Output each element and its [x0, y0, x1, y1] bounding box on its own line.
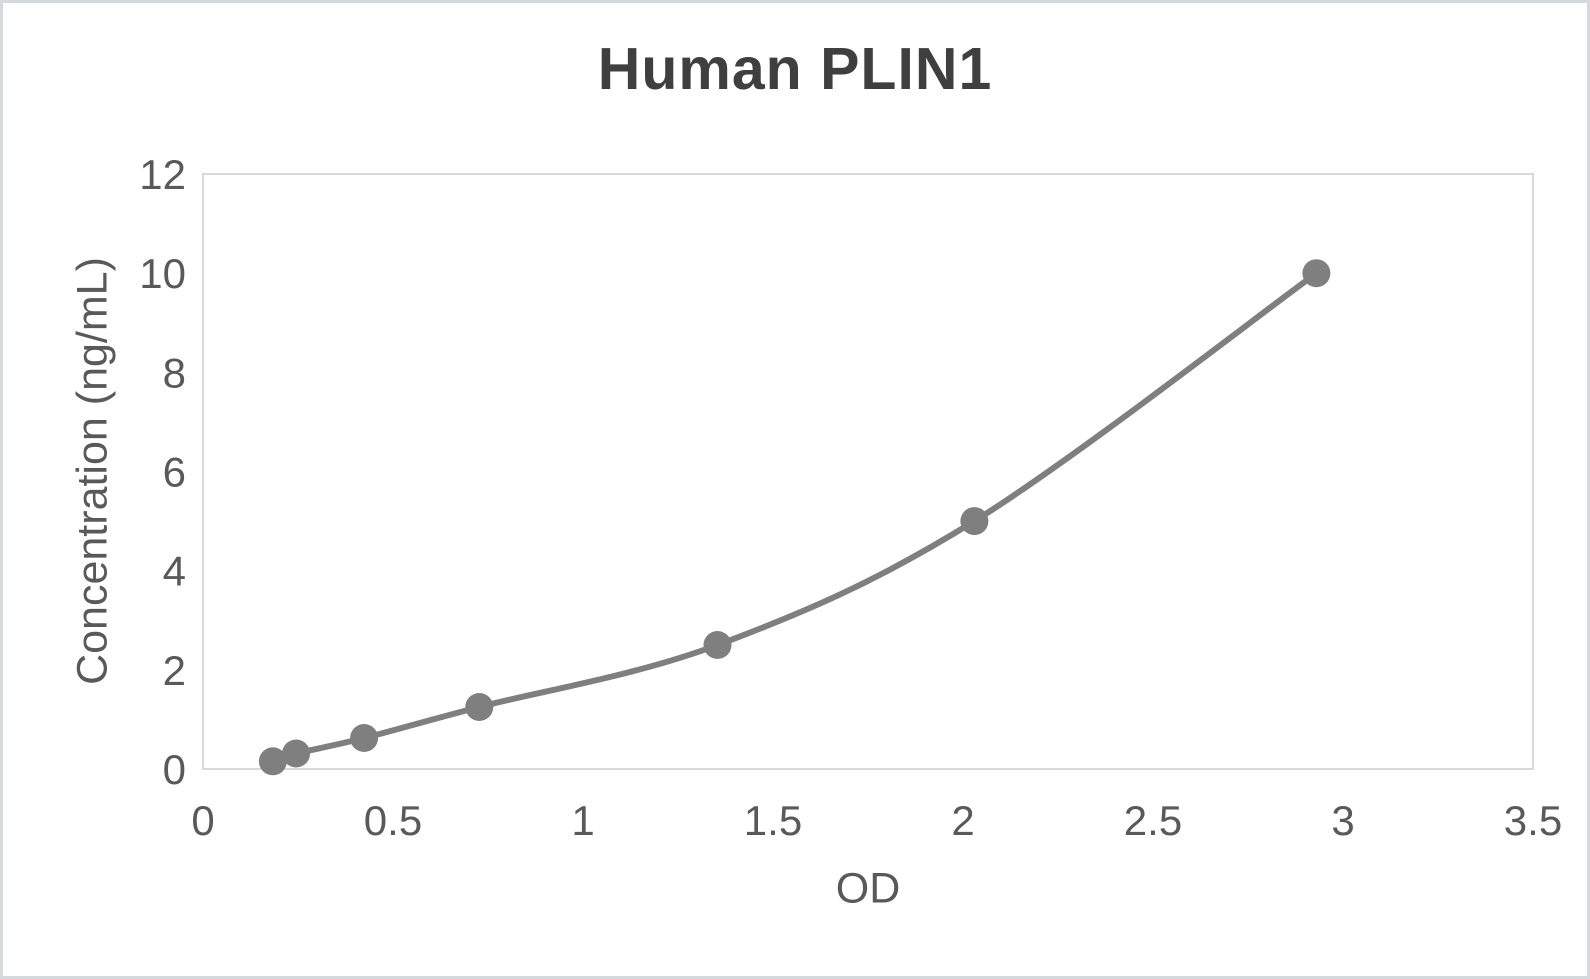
- data-point: [282, 739, 311, 768]
- y-tick-label: 0: [163, 746, 186, 793]
- y-tick-label: 6: [163, 449, 186, 496]
- data-point: [258, 747, 287, 776]
- x-tick-label: 1.5: [744, 797, 802, 844]
- x-tick-label: 2: [951, 797, 974, 844]
- x-tick-label: 1: [571, 797, 594, 844]
- x-tick-label: 2.5: [1124, 797, 1182, 844]
- chart-title: Human PLIN1: [597, 36, 993, 102]
- plot-border: [202, 173, 1534, 770]
- x-tick-label: 3.5: [1504, 797, 1562, 844]
- x-tick-label: 0.5: [364, 797, 422, 844]
- data-point: [703, 631, 732, 659]
- data-point: [1302, 259, 1331, 288]
- y-tick-label: 12: [139, 151, 186, 198]
- data-point: [960, 507, 989, 536]
- data-point: [465, 693, 494, 721]
- y-tick-label: 10: [139, 250, 186, 297]
- x-axis-title: OD: [835, 864, 901, 913]
- x-tick-label: 0: [191, 797, 214, 844]
- data-point: [350, 724, 379, 752]
- y-tick-label: 8: [163, 349, 186, 396]
- y-tick-label: 4: [163, 548, 186, 595]
- plot-area: 0 0.5 1 1.5 2 2.5 3 3.5 0 2 4 6 8 10 12: [139, 151, 1562, 844]
- y-tick-label: 2: [163, 647, 186, 694]
- x-tick-label: 3: [1331, 797, 1354, 844]
- series-line: [269, 270, 1320, 765]
